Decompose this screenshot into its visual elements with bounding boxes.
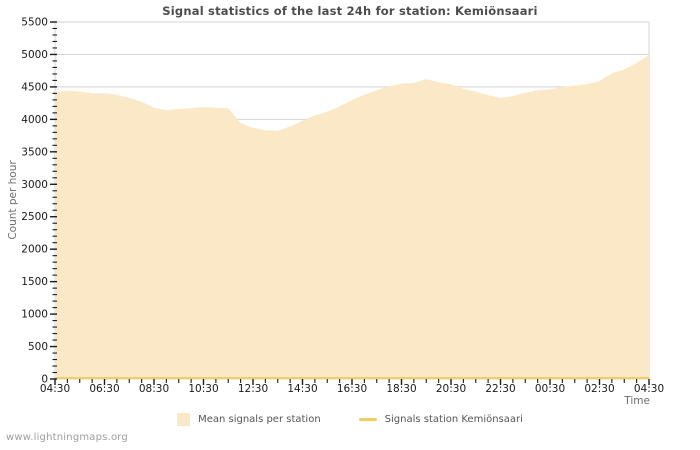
watermark: www.lightningmaps.org xyxy=(6,432,128,443)
chart-title: Signal statistics of the last 24h for st… xyxy=(162,4,538,18)
legend: Mean signals per station Signals station … xyxy=(0,409,700,429)
y-axis-ticks: 0 500 1000 1500 2000 2500 3000 3500 4000 4500 5000… xyxy=(21,17,57,386)
legend-label: Mean signals per station xyxy=(198,413,321,425)
mean-signals-area xyxy=(55,55,649,379)
svg-text:04:30: 04:30 xyxy=(40,383,70,395)
svg-text:20:30: 20:30 xyxy=(436,383,466,395)
svg-text:4500: 4500 xyxy=(21,81,48,93)
svg-text:12:30: 12:30 xyxy=(238,383,268,395)
x-axis-title: Time xyxy=(624,395,650,407)
svg-text:3500: 3500 xyxy=(21,146,48,158)
legend-line-swatch xyxy=(358,417,377,421)
svg-text:08:30: 08:30 xyxy=(139,383,169,395)
svg-text:500: 500 xyxy=(28,341,48,353)
svg-text:02:30: 02:30 xyxy=(584,383,614,395)
legend-item: Signals station Kemiönsaari xyxy=(358,413,523,425)
svg-text:04:30: 04:30 xyxy=(634,383,664,395)
svg-text:22:30: 22:30 xyxy=(485,383,515,395)
svg-text:1000: 1000 xyxy=(21,309,48,321)
svg-text:3000: 3000 xyxy=(21,179,48,191)
legend-label: Signals station Kemiönsaari xyxy=(384,413,523,425)
legend-item: Mean signals per station xyxy=(177,412,321,426)
svg-text:1500: 1500 xyxy=(21,276,48,288)
svg-text:0: 0 xyxy=(41,374,48,386)
svg-text:00:30: 00:30 xyxy=(535,383,565,395)
svg-text:14:30: 14:30 xyxy=(287,383,317,395)
svg-text:4000: 4000 xyxy=(21,114,48,126)
svg-text:06:30: 06:30 xyxy=(89,383,119,395)
svg-text:2000: 2000 xyxy=(21,244,48,256)
svg-text:18:30: 18:30 xyxy=(386,383,416,395)
svg-text:10:30: 10:30 xyxy=(188,383,218,395)
svg-text:2500: 2500 xyxy=(21,211,48,223)
svg-text:16:30: 16:30 xyxy=(337,383,367,395)
svg-text:5000: 5000 xyxy=(21,49,48,61)
x-axis-ticks: 04:30 06:30 08:30 10:30 12:30 14:30 16:30 18:30… xyxy=(40,379,664,395)
legend-area-swatch xyxy=(177,412,191,426)
svg-text:5500: 5500 xyxy=(21,17,48,29)
